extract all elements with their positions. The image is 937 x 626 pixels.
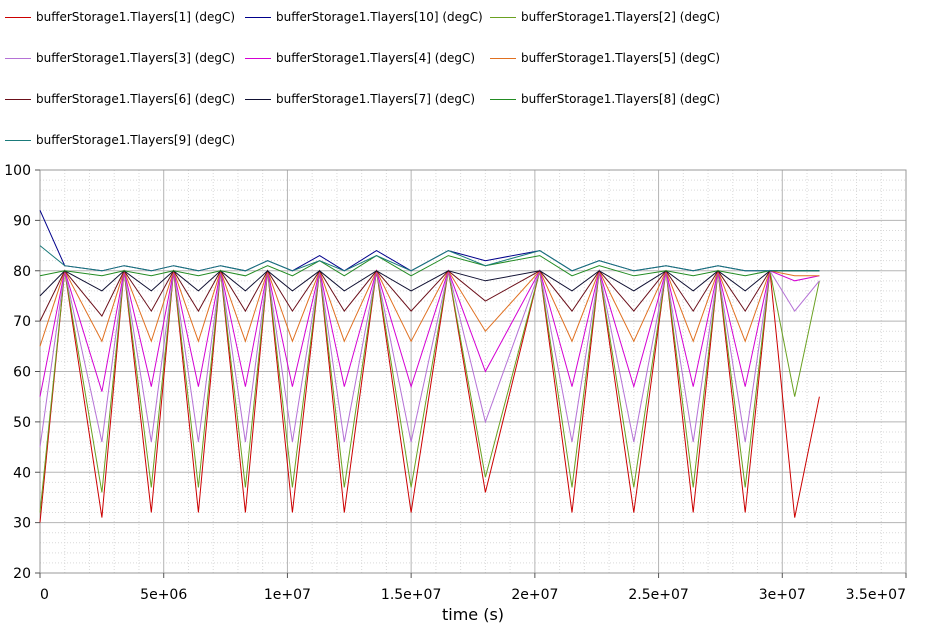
y-tick-label: 100: [4, 163, 31, 179]
legend-swatch: [5, 139, 31, 141]
x-tick-label: 5e+06: [140, 587, 187, 603]
legend-item: bufferStorage1.Tlayers[8] (degC): [490, 91, 720, 107]
legend-swatch: [5, 98, 31, 100]
series-layer: [39, 210, 820, 523]
series-line: [39, 210, 820, 272]
legend-swatch: [490, 57, 516, 59]
series-line: [39, 270, 820, 513]
legend-item: bufferStorage1.Tlayers[2] (degC): [490, 9, 720, 25]
legend-label: bufferStorage1.Tlayers[10] (degC): [276, 10, 483, 24]
x-axis-title: time (s): [442, 605, 504, 624]
y-tick-label: 90: [13, 213, 31, 229]
legend-item: bufferStorage1.Tlayers[5] (degC): [490, 50, 720, 66]
legend: bufferStorage1.Tlayers[1] (degC) bufferSt…: [0, 0, 937, 160]
y-tick-label: 40: [13, 465, 31, 481]
series-line: [39, 269, 820, 322]
y-tick-label: 80: [13, 264, 31, 280]
series-line: [39, 270, 820, 297]
x-tick-label: 3.5e+07: [846, 587, 906, 603]
y-tick-label: 60: [13, 365, 31, 381]
legend-label: bufferStorage1.Tlayers[2] (degC): [521, 10, 721, 24]
legend-label: bufferStorage1.Tlayers[4] (degC): [276, 51, 476, 65]
legend-item: bufferStorage1.Tlayers[4] (degC): [245, 50, 475, 66]
legend-label: bufferStorage1.Tlayers[9] (degC): [36, 133, 236, 147]
legend-label: bufferStorage1.Tlayers[7] (degC): [276, 92, 476, 106]
legend-item: bufferStorage1.Tlayers[1] (degC): [5, 9, 235, 25]
legend-swatch: [245, 57, 271, 59]
legend-swatch: [5, 57, 31, 59]
x-tick-label: 2.5e+07: [628, 587, 688, 603]
y-axis-ticks: 20 30 40 50 60 70 80 90 100: [4, 163, 40, 582]
legend-label: bufferStorage1.Tlayers[1] (degC): [36, 10, 236, 24]
series-line: [39, 255, 820, 277]
series-line: [39, 270, 820, 523]
legend-swatch: [245, 98, 271, 100]
legend-item: bufferStorage1.Tlayers[3] (degC): [5, 50, 235, 66]
y-tick-label: 50: [13, 415, 31, 431]
legend-swatch: [490, 98, 516, 100]
x-tick-label: 3e+07: [759, 587, 806, 603]
legend-swatch: [5, 16, 31, 18]
legend-swatch: [490, 16, 516, 18]
x-axis-ticks: 0 5e+06 1e+07 1.5e+07 2e+07 2.5e+07 3e+07 3.5e+…: [39, 573, 907, 603]
legend-label: bufferStorage1.Tlayers[6] (degC): [36, 92, 236, 106]
series-line: [39, 269, 820, 347]
legend-item: bufferStorage1.Tlayers[7] (degC): [245, 91, 475, 107]
legend-item: bufferStorage1.Tlayers[9] (degC): [5, 132, 235, 148]
legend-swatch: [245, 16, 271, 18]
series-line: [39, 245, 820, 272]
x-tick-label: 1e+07: [264, 587, 311, 603]
legend-label: bufferStorage1.Tlayers[5] (degC): [521, 51, 721, 65]
series-line: [39, 268, 820, 448]
y-tick-label: 70: [13, 314, 31, 330]
x-tick-label: 2e+07: [511, 587, 558, 603]
x-tick-label: 1.5e+07: [381, 587, 441, 603]
legend-label: bufferStorage1.Tlayers[8] (degC): [521, 92, 721, 106]
legend-item: bufferStorage1.Tlayers[10] (degC): [245, 9, 483, 25]
series-line: [39, 268, 820, 397]
legend-item: bufferStorage1.Tlayers[6] (degC): [5, 91, 235, 107]
y-tick-label: 20: [13, 566, 31, 582]
y-tick-label: 30: [13, 516, 31, 532]
legend-label: bufferStorage1.Tlayers[3] (degC): [36, 51, 236, 65]
x-tick-label: 0: [40, 587, 49, 603]
